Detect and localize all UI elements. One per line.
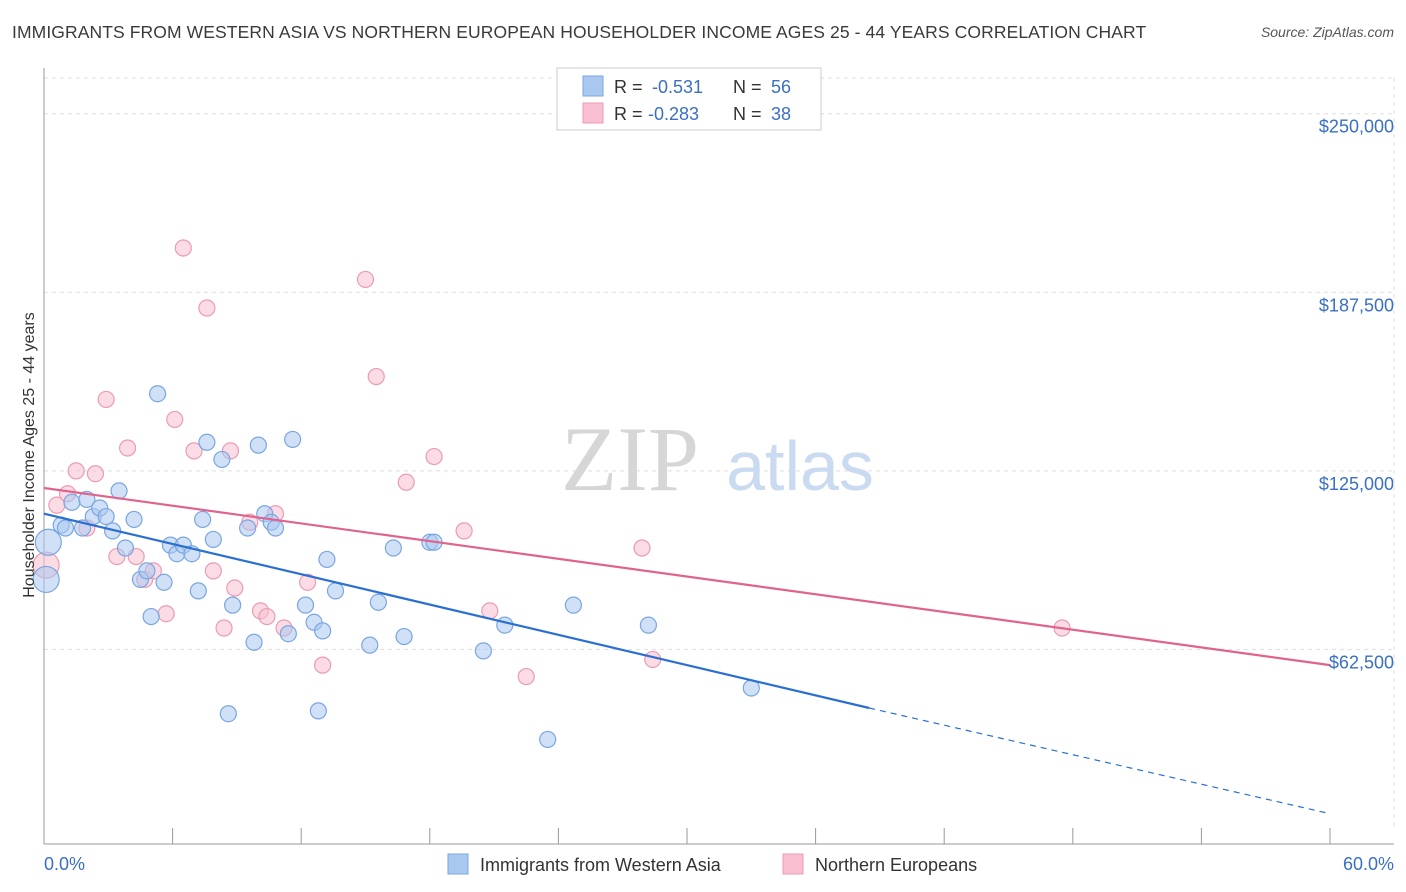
gridlines bbox=[44, 77, 1395, 828]
legend-n-label-2: N = bbox=[733, 104, 762, 124]
bottom-legend-label-northern-europeans: Northern Europeans bbox=[815, 855, 977, 875]
western-asia-point-17 bbox=[148, 385, 167, 403]
y-axis-label: Householder Income Ages 25 - 44 years bbox=[21, 312, 38, 598]
western-asia-point-16 bbox=[142, 607, 160, 626]
y-tick-label-1: $125,000 bbox=[1319, 474, 1394, 494]
northern-europeans-point-15 bbox=[185, 442, 203, 460]
western-asia-point-45 bbox=[369, 593, 387, 611]
legend-r-value-2: -0.283 bbox=[648, 104, 699, 124]
chart-title: IMMIGRANTS FROM WESTERN ASIA VS NORTHERN… bbox=[12, 22, 1147, 42]
legend-n-value-1: 56 bbox=[771, 77, 791, 97]
western-asia-point-9 bbox=[97, 507, 115, 526]
western-asia-point-32 bbox=[249, 436, 267, 454]
source-label: Source: ZipAtlas.com bbox=[1260, 24, 1394, 40]
northern-europeans-point-32 bbox=[455, 522, 473, 540]
western-asia-point-31 bbox=[245, 633, 263, 651]
western-asia-point-54 bbox=[639, 616, 658, 634]
watermark-zip: ZIP bbox=[561, 408, 699, 510]
western-asia-point-50 bbox=[474, 642, 492, 660]
northern-europeans-point-16 bbox=[198, 299, 216, 317]
western-asia-point-3 bbox=[56, 519, 75, 537]
northern-europeans-point-18 bbox=[215, 619, 233, 637]
western-asia-point-0 bbox=[34, 528, 62, 556]
northern-europeans-point-14 bbox=[174, 239, 192, 257]
northern-europeans-points bbox=[32, 239, 1071, 686]
western-asia-point-53 bbox=[564, 596, 583, 614]
western-asia-point-24 bbox=[194, 510, 212, 529]
bottom-legend-swatch-northern-europeans bbox=[782, 853, 804, 875]
western-asia-point-12 bbox=[116, 539, 135, 557]
bottom-legend-swatch-western-asia bbox=[447, 853, 469, 875]
legend-swatch-northern-europeans bbox=[582, 102, 604, 124]
x-tick-min: 0.0% bbox=[44, 854, 85, 874]
western-asia-point-15 bbox=[138, 562, 156, 580]
x-tick-max: 60.0% bbox=[1343, 854, 1394, 874]
western-asia-point-23 bbox=[189, 582, 207, 600]
western-asia-point-27 bbox=[213, 450, 231, 469]
y-tick-label-0: $62,500 bbox=[1329, 652, 1394, 672]
western-asia-point-18 bbox=[155, 573, 173, 591]
western-asia-point-25 bbox=[198, 433, 216, 451]
top-legend: R = -0.531 N = 56 R = -0.283 N = 38 bbox=[556, 67, 822, 131]
legend-n-label-1: N = bbox=[733, 77, 762, 97]
axes bbox=[43, 68, 1394, 845]
northern-europeans-point-28 bbox=[356, 270, 375, 289]
western-asia-point-36 bbox=[279, 625, 297, 643]
western-asia-point-46 bbox=[384, 539, 402, 557]
northern-europeans-point-31 bbox=[425, 447, 443, 466]
y-tick-label-2: $187,500 bbox=[1319, 295, 1394, 315]
legend-n-value-2: 38 bbox=[771, 104, 791, 124]
northern-europeans-point-35 bbox=[633, 539, 651, 557]
western-asia-point-38 bbox=[296, 596, 315, 614]
western-asia-point-13 bbox=[125, 510, 143, 529]
legend-r-value-1: -0.531 bbox=[652, 77, 703, 97]
western-asia-point-51 bbox=[496, 616, 514, 634]
western-asia-point-47 bbox=[395, 627, 413, 646]
northern-europeans-point-30 bbox=[397, 473, 415, 491]
northern-europeans-point-26 bbox=[299, 573, 317, 591]
northern-europeans-point-17 bbox=[204, 562, 222, 580]
tick-labels: $62,500 $125,000 $187,500 $250,000 bbox=[1319, 117, 1394, 673]
western-asia-point-44 bbox=[361, 636, 379, 654]
northern-europeans-point-5 bbox=[86, 465, 105, 483]
trendlines bbox=[43, 486, 1331, 815]
western-asia-point-29 bbox=[224, 596, 242, 614]
northern-europeans-point-6 bbox=[97, 390, 115, 409]
northern-europeans-point-20 bbox=[226, 579, 244, 597]
western-asia-point-1 bbox=[32, 565, 60, 594]
northern-europeans-point-29 bbox=[367, 367, 385, 386]
western-asia-point-41 bbox=[318, 550, 336, 569]
northern-europeans-point-23 bbox=[258, 607, 276, 626]
bottom-legend: Immigrants from Western Asia Northern Eu… bbox=[447, 853, 977, 875]
legend-swatch-western-asia bbox=[582, 75, 604, 97]
northern-europeans-point-27 bbox=[314, 656, 332, 674]
western-asia-point-4 bbox=[63, 493, 81, 511]
western-asia-trendline bbox=[43, 512, 870, 710]
legend-r-label-2: R = bbox=[614, 104, 643, 124]
legend-r-label-1: R = bbox=[614, 77, 643, 97]
western-asia-point-35 bbox=[266, 519, 285, 537]
bottom-legend-label-western-asia: Immigrants from Western Asia bbox=[480, 855, 722, 875]
western-asia-point-28 bbox=[219, 705, 237, 723]
western-asia-point-30 bbox=[239, 519, 257, 537]
northern-europeans-point-13 bbox=[166, 410, 184, 429]
western-asia-point-52 bbox=[539, 730, 557, 749]
watermark-atlas: atlas bbox=[726, 427, 874, 505]
western-asia-point-26 bbox=[204, 530, 222, 549]
northern-europeans-point-3 bbox=[67, 462, 85, 480]
western-asia-point-43 bbox=[309, 702, 327, 720]
western-asia-trendline-extension bbox=[869, 707, 1331, 815]
western-asia-point-42 bbox=[326, 582, 345, 600]
northern-europeans-trendline bbox=[43, 486, 1331, 667]
western-asia-point-40 bbox=[314, 622, 332, 640]
northern-europeans-point-34 bbox=[517, 667, 535, 686]
northern-europeans-point-8 bbox=[118, 439, 137, 457]
western-asia-point-37 bbox=[284, 430, 302, 449]
northern-europeans-point-12 bbox=[157, 605, 175, 623]
y-tick-label-3: $250,000 bbox=[1319, 117, 1394, 137]
